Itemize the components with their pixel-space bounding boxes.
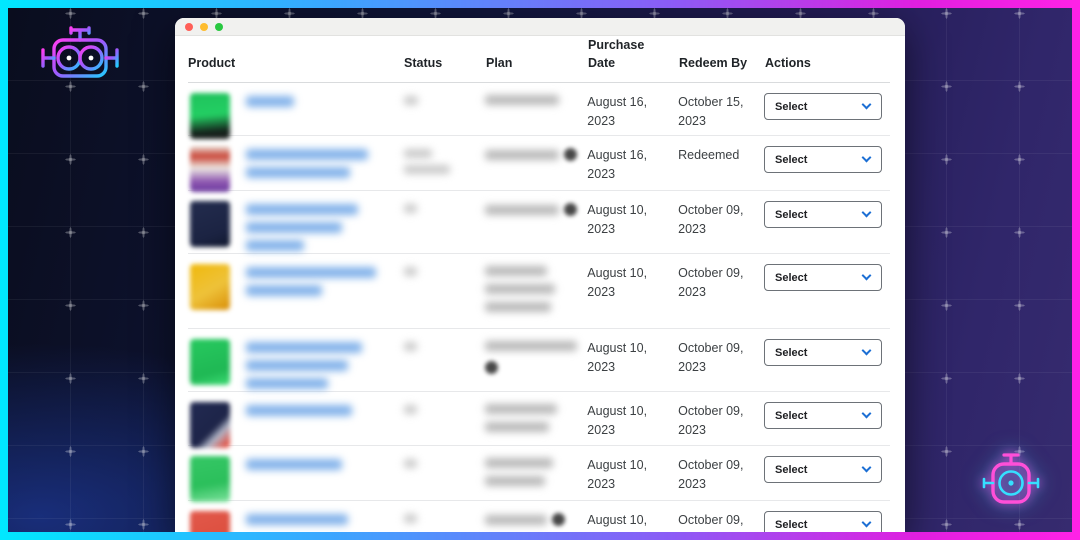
product-link-redacted[interactable] bbox=[246, 264, 376, 328]
product-link-redacted[interactable] bbox=[246, 146, 368, 190]
zoom-button[interactable] bbox=[215, 22, 223, 31]
status-redacted bbox=[403, 405, 417, 414]
product-link-redacted[interactable] bbox=[246, 511, 348, 532]
redeem-by: Redeemed bbox=[678, 148, 740, 162]
table-row: August 10, 2023 October 09, 2023 Select bbox=[188, 446, 890, 502]
chevron-down-icon bbox=[861, 152, 872, 163]
chevron-down-icon bbox=[861, 99, 872, 110]
product-thumbnail bbox=[190, 456, 230, 502]
redeem-by: October 09, 2023 bbox=[678, 404, 744, 437]
purchase-date: August 16, 2023 bbox=[587, 148, 648, 181]
plan-redacted bbox=[485, 95, 560, 105]
product-thumbnail bbox=[190, 339, 230, 385]
product-thumbnail bbox=[190, 402, 230, 448]
plan-badge-icon bbox=[564, 148, 578, 161]
status-redacted bbox=[403, 267, 417, 276]
product-link-redacted[interactable] bbox=[246, 93, 294, 135]
header-actions: Actions bbox=[765, 55, 811, 70]
redeem-by: October 09, 2023 bbox=[678, 458, 744, 491]
product-link-redacted[interactable] bbox=[246, 402, 352, 445]
actions-select[interactable]: Select bbox=[764, 264, 882, 291]
product-link-redacted[interactable] bbox=[246, 456, 342, 500]
status-redacted bbox=[403, 149, 432, 158]
robot-neon-icon bbox=[982, 453, 1040, 504]
purchases-table: Product Status Plan Purchase Date Redeem… bbox=[175, 36, 905, 532]
purchase-date: August 10, 2023 bbox=[587, 341, 648, 374]
actions-select[interactable]: Select bbox=[764, 339, 882, 366]
plan-badge-icon bbox=[485, 361, 499, 375]
product-thumbnail bbox=[190, 511, 230, 532]
status-redacted bbox=[403, 342, 417, 351]
header-status: Status bbox=[404, 55, 443, 70]
table-row: August 16, 2023 Redeemed Select bbox=[188, 136, 890, 192]
app-window: Product Status Plan Purchase Date Redeem… bbox=[175, 18, 905, 532]
table-row: August 16, 2023 October 15, 2023 Select bbox=[188, 83, 890, 139]
purchase-date: August 10, 2023 bbox=[587, 513, 648, 532]
plan-redacted bbox=[485, 148, 579, 161]
desktop-background: Product Status Plan Purchase Date Redeem… bbox=[8, 8, 1072, 532]
redeem-by: October 09, 2023 bbox=[678, 203, 744, 236]
plan-redacted bbox=[485, 339, 587, 391]
table-header-row: Product Status Plan Purchase Date Redeem… bbox=[188, 36, 890, 83]
actions-select[interactable]: Select bbox=[764, 402, 882, 429]
actions-select[interactable]: Select bbox=[764, 511, 882, 532]
header-redeem-by: Redeem By bbox=[679, 55, 748, 70]
robot-outline-icon bbox=[41, 26, 119, 78]
chevron-down-icon bbox=[861, 270, 872, 281]
status-redacted bbox=[403, 204, 417, 213]
chevron-down-icon bbox=[861, 517, 872, 528]
plan-badge-icon bbox=[552, 513, 566, 526]
redeem-by: October 15, 2023 bbox=[678, 95, 744, 128]
table-row: August 10, 2023 October 09, 2023 Select bbox=[188, 501, 890, 532]
header-purchase-date: Purchase Date bbox=[588, 38, 645, 70]
table-row: August 10, 2023 October 09, 2023 Select bbox=[188, 329, 890, 392]
plan-redacted bbox=[485, 264, 587, 328]
status-redacted bbox=[403, 459, 417, 468]
product-thumbnail bbox=[190, 146, 230, 192]
window-titlebar bbox=[175, 18, 905, 36]
product-thumbnail bbox=[190, 93, 230, 139]
actions-select[interactable]: Select bbox=[764, 201, 882, 228]
actions-select[interactable]: Select bbox=[764, 146, 882, 173]
chevron-down-icon bbox=[861, 345, 872, 356]
purchase-date: August 10, 2023 bbox=[587, 203, 648, 236]
plan-redacted bbox=[485, 203, 579, 216]
purchase-date: August 16, 2023 bbox=[587, 95, 648, 128]
redeem-by: October 09, 2023 bbox=[678, 341, 744, 374]
redeem-by: October 09, 2023 bbox=[678, 266, 744, 299]
minimize-button[interactable] bbox=[200, 22, 208, 31]
header-plan: Plan bbox=[486, 55, 513, 70]
actions-select[interactable]: Select bbox=[764, 93, 882, 120]
plan-redacted bbox=[485, 402, 587, 445]
plan-badge-icon bbox=[564, 203, 578, 216]
redeem-by: October 09, 2023 bbox=[678, 513, 744, 532]
purchase-date: August 10, 2023 bbox=[587, 458, 648, 491]
table-row: August 10, 2023 October 09, 2023 Select bbox=[188, 254, 890, 329]
status-redacted bbox=[403, 514, 417, 523]
product-link-redacted[interactable] bbox=[246, 201, 358, 253]
chevron-down-icon bbox=[861, 207, 872, 218]
product-link-redacted[interactable] bbox=[246, 339, 362, 391]
status-redacted bbox=[403, 96, 418, 105]
purchase-date: August 10, 2023 bbox=[587, 266, 648, 299]
table-row: August 10, 2023 October 09, 2023 Select bbox=[188, 392, 890, 448]
plan-redacted bbox=[485, 513, 579, 526]
actions-select[interactable]: Select bbox=[764, 456, 882, 483]
close-button[interactable] bbox=[185, 22, 193, 31]
plan-redacted bbox=[485, 456, 587, 500]
table-row: August 10, 2023 October 09, 2023 Select bbox=[188, 191, 890, 254]
chevron-down-icon bbox=[861, 408, 872, 419]
purchase-date: August 10, 2023 bbox=[587, 404, 648, 437]
product-thumbnail bbox=[190, 201, 230, 247]
header-product: Product bbox=[188, 55, 236, 70]
product-thumbnail bbox=[190, 264, 230, 310]
chevron-down-icon bbox=[861, 462, 872, 473]
